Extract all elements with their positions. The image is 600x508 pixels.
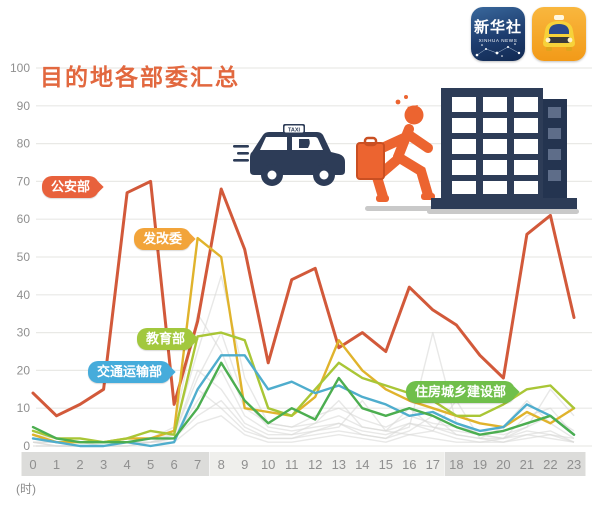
svg-text:10: 10 [17,401,31,415]
legend-badge-ministry-education: 教育部 [137,328,199,350]
svg-text:1: 1 [53,457,60,472]
svg-text:13: 13 [332,457,346,472]
svg-text:20: 20 [17,363,31,377]
svg-text:11: 11 [285,457,299,472]
legend-badge-ministry-housing: 住房城乡建设部 [406,381,520,403]
svg-text:90: 90 [17,99,31,113]
svg-text:18: 18 [449,457,463,472]
svg-text:14: 14 [355,457,369,472]
xinhua-logo-text: 新华社 [473,19,522,36]
svg-text:0: 0 [29,457,36,472]
constellation-graphic [475,43,521,57]
svg-text:20: 20 [496,457,510,472]
badge-label: 公安部 [51,179,91,194]
svg-text:19: 19 [473,457,487,472]
svg-text:21: 21 [520,457,534,472]
svg-text:16: 16 [402,457,416,472]
svg-text:2: 2 [76,457,83,472]
svg-text:22: 22 [543,457,557,472]
badge-label: 交通运输部 [97,364,163,379]
xinhua-news-logo-icon: 新华社 XINHUA NEWS [471,7,525,61]
svg-text:23: 23 [567,457,581,472]
legend-badge-ministry-public-security: 公安部 [42,176,104,198]
svg-text:40: 40 [17,288,31,302]
svg-text:17: 17 [426,457,440,472]
svg-text:80: 80 [17,137,31,151]
svg-text:100: 100 [10,61,30,75]
svg-text:15: 15 [379,457,393,472]
svg-text:50: 50 [17,250,31,264]
page-title: 目的地各部委汇总 [40,64,240,90]
svg-text:7: 7 [194,457,201,472]
svg-text:60: 60 [17,212,31,226]
legend-badge-ndrc: 发改委 [134,228,196,250]
svg-text:8: 8 [218,457,225,472]
svg-text:70: 70 [17,174,31,188]
svg-text:9: 9 [241,457,248,472]
svg-text:10: 10 [261,457,275,472]
badge-label: 住房城乡建设部 [415,384,507,399]
taxi-app-car-graphic [543,15,575,51]
svg-text:3: 3 [100,457,107,472]
badge-label: 发改委 [143,231,183,246]
svg-text:12: 12 [308,457,322,472]
legend-badge-ministry-transport: 交通运输部 [88,361,176,383]
svg-text:0: 0 [23,439,30,453]
svg-text:6: 6 [170,457,177,472]
x-axis-unit-label: (时) [16,482,36,496]
xinhua-logo-subtext: XINHUA NEWS [478,38,518,43]
taxi-app-logo-icon [532,7,586,61]
svg-text:5: 5 [147,457,154,472]
svg-text:4: 4 [123,457,130,472]
svg-text:30: 30 [17,326,31,340]
badge-label: 教育部 [146,331,186,346]
